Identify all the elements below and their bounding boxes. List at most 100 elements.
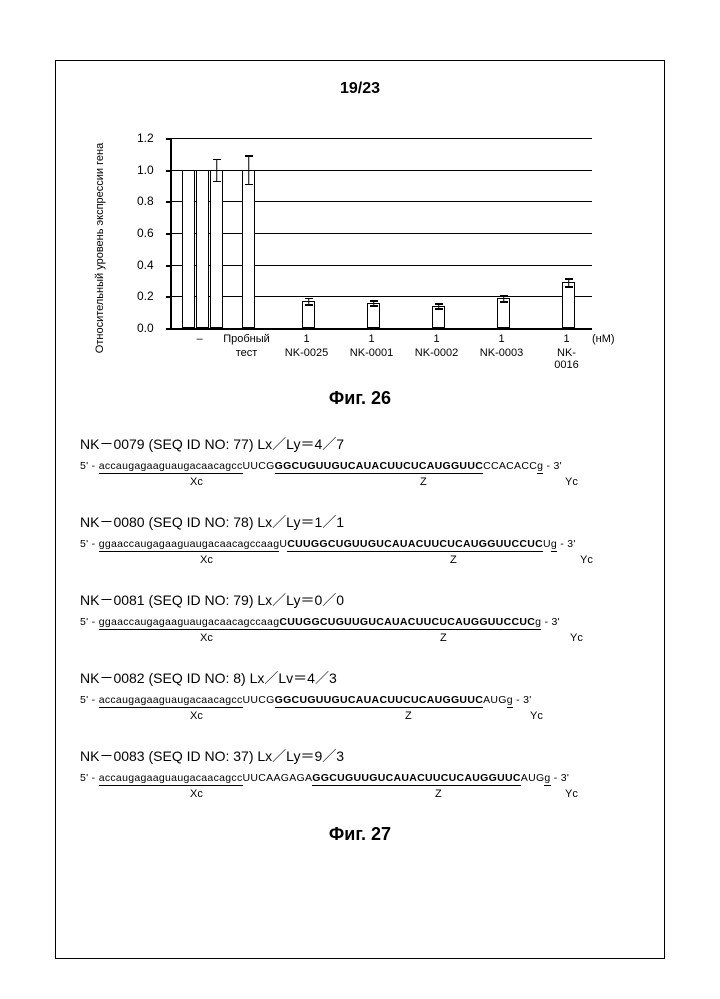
error-cap [435,308,443,310]
error-bar [248,155,250,184]
seq-suffix: - 3' [551,772,570,784]
x-label-top: 1 [433,333,439,345]
error-cap [500,295,508,297]
segment-label: Z [420,476,427,488]
error-cap [435,303,443,305]
segment-xc: accaugagaaguaugacaacagcc [99,772,243,786]
segment-label: Z [435,788,442,800]
sequence-title: NK－0080 (SEQ ID NO: 78) Lx／Ly＝1／1 [80,512,660,532]
segment-label: Xc [190,788,203,800]
seq-prefix: 5' - [80,694,99,706]
content-area: 19/23 Относительный уровень экспрессии г… [60,80,660,845]
y-tick [166,265,172,267]
segment-label: Z [440,632,447,644]
y-tick [166,138,172,140]
segment-linker2: AUG [483,694,507,706]
page-number: 19/23 [60,80,660,98]
sequence-title: NK－0082 (SEQ ID NO: 8) Lx／Lv＝4／3 [80,668,660,688]
figure-26-caption: Фиг. 26 [60,388,660,409]
sequence-title: NK－0079 (SEQ ID NO: 77) Lx／Ly＝4／7 [80,434,660,454]
segment-xc: ggaaccaugagaaguaugacaacagccaag [99,616,280,630]
segment-z: CUUGGCUGUUGUCAUACUUCUCAUGGUUCCUC [279,616,535,630]
plot-area: 0.00.20.40.60.81.01.2 [170,138,592,330]
bar [182,170,195,328]
error-cap [245,184,253,186]
x-label-top: 1 [498,333,504,345]
segment-z: GGCUGUUGUCAUACUUCUCAUGGUUC [312,772,520,786]
segment-linker1: U [279,538,287,550]
y-tick [166,328,172,330]
y-tick-label: 1.2 [137,131,154,145]
sequence-block: NK－0079 (SEQ ID NO: 77) Lx／Ly＝4／7 5' - ac… [80,434,660,490]
segment-z: CUUGGCUGUUGUCAUACUUCUCAUGGUUCCUC [287,538,543,552]
error-cap [213,181,221,183]
segment-linker2: CCACACC [483,460,537,472]
grid-line [172,296,592,297]
error-cap [305,298,313,300]
y-tick [166,201,172,203]
error-cap [370,300,378,302]
bar-chart: Относительный уровень экспрессии гена 0.… [120,128,600,368]
x-label-sub: NK-0016 [554,347,578,371]
segment-label: Z [405,710,412,722]
seq-suffix: - 3' [513,694,532,706]
x-label-top: 1 [563,333,569,345]
segment-label: Xc [190,476,203,488]
segment-z: GGCUGUUGUCAUACUUCUCAUGGUUC [275,694,483,708]
segment-label: Yc [565,476,578,488]
grid-line [172,170,592,171]
y-tick [166,170,172,172]
error-cap [565,278,573,280]
seq-prefix: 5' - [80,616,99,628]
segment-label: Z [450,554,457,566]
seq-suffix: - 3' [557,538,576,550]
grid-line [172,138,592,139]
x-label-sub: NK-0001 [350,347,393,359]
error-cap [500,301,508,303]
seq-prefix: 5' - [80,538,99,550]
y-tick-label: 0.4 [137,258,154,272]
segment-linker1: UUCAAGAGA [243,772,313,784]
x-label-sub: тест [236,347,258,359]
x-label-top: Пробный [223,333,270,345]
sequence-line: 5' - accaugagaaguaugacaacagccUUCGGGCUGUU… [80,694,660,708]
error-cap [370,305,378,307]
sequences-list: NK－0079 (SEQ ID NO: 77) Lx／Ly＝4／7 5' - ac… [60,434,660,802]
error-cap [305,304,313,306]
sequence-line: 5' - ggaaccaugagaaguaugacaacagccaagUCUUG… [80,538,660,552]
y-tick [166,233,172,235]
error-cap [245,155,253,157]
segment-label: Yc [580,554,593,566]
bar [210,170,223,328]
x-label-top: 1 [303,333,309,345]
x-label-sub: NK-0002 [415,347,458,359]
segment-labels: Xc Z Yc [80,710,660,724]
grid-line [172,265,592,266]
sequence-title: NK－0083 (SEQ ID NO: 37) Lx／Ly＝9／3 [80,746,660,766]
segment-labels: XcZYc [80,788,660,802]
figure-27-caption: Фиг. 27 [60,824,660,845]
grid-line [172,201,592,202]
error-cap [565,286,573,288]
segment-linker2: U [543,538,551,550]
segment-labels: XcZYc [80,554,660,568]
segment-label: Xc [200,632,213,644]
segment-linker1: UUCG [243,694,275,706]
segment-label: Yc [530,710,543,722]
segment-labels: Xc Z Yc [80,476,660,490]
segment-linker2: AUG [521,772,545,784]
page: 19/23 Относительный уровень экспрессии г… [0,0,720,999]
seq-suffix: - 3' [543,460,562,472]
segment-label: Xc [190,710,203,722]
x-label-sub: NK-0025 [285,347,328,359]
sequence-line: 5' - accaugagaaguaugacaacagccUUCAAGAGAGG… [80,772,660,786]
seq-prefix: 5' - [80,460,99,472]
sequence-line: 5' - accaugagaaguaugacaacagccUUCGGGCUGUU… [80,460,660,474]
sequence-line: 5' - ggaaccaugagaaguaugacaacagccaagCUUGG… [80,616,660,630]
seq-suffix: - 3' [541,616,560,628]
segment-xc: accaugagaaguaugacaacagcc [99,694,243,708]
bar [196,170,209,328]
bar [242,170,255,328]
error-bar [216,159,218,181]
segment-z: GGCUGUUGUCAUACUUCUCAUGGUUC [275,460,483,474]
